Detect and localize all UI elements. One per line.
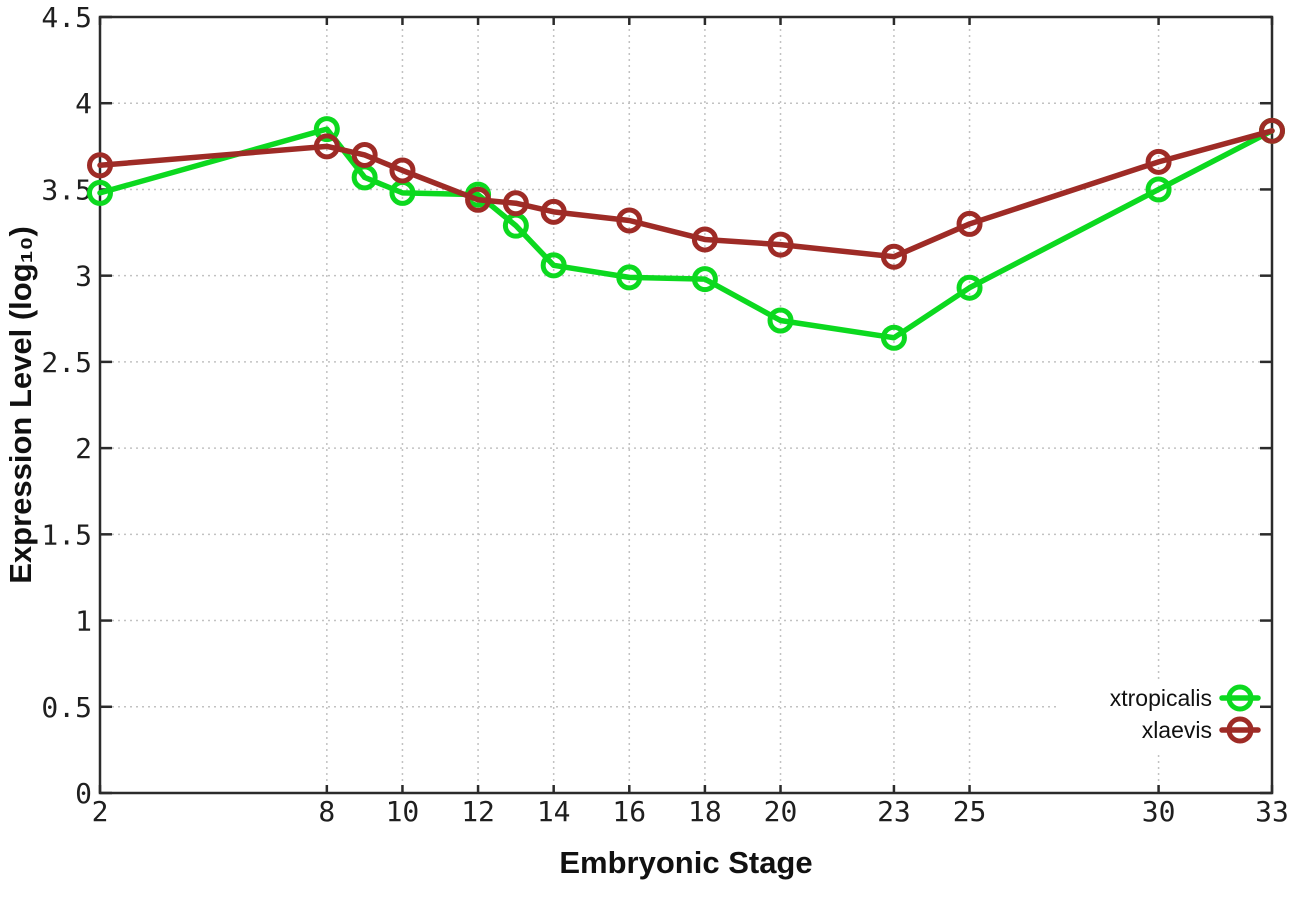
legend-marker-circle	[1226, 716, 1254, 744]
series-layer	[87, 116, 1285, 351]
series-line-xlaevis	[97, 128, 1275, 260]
y-axis-title: Expression Level (log₁₀)	[3, 226, 38, 584]
data-point-xtropicalis	[691, 266, 718, 293]
data-point-xlaevis	[389, 157, 416, 184]
data-point-xlaevis	[1259, 117, 1285, 144]
data-point-xlaevis	[691, 226, 718, 253]
data-point-xtropicalis	[767, 307, 794, 334]
legend: xtropicalis xlaevis	[1110, 684, 1261, 744]
x-tick-label: 2	[92, 795, 109, 828]
legend-label-xlaevis: xlaevis	[1142, 717, 1212, 743]
data-point-xlaevis	[87, 152, 113, 179]
x-tick-label: 25	[953, 795, 987, 828]
data-point-xtropicalis	[87, 179, 113, 206]
y-tick-label: 2	[75, 432, 92, 465]
data-point-xtropicalis	[616, 264, 643, 291]
data-point-xlaevis	[502, 190, 529, 217]
data-point-xlaevis	[313, 133, 340, 160]
legend-label-xtropicalis: xtropicalis	[1110, 685, 1212, 711]
y-tick-label: 4.5	[41, 1, 92, 34]
data-point-xlaevis	[616, 207, 643, 234]
legend-item-xlaevis: xlaevis	[1142, 716, 1261, 744]
data-point-xtropicalis	[1145, 176, 1172, 203]
x-tick-label: 30	[1142, 795, 1176, 828]
plot-border	[98, 15, 1274, 795]
series-line-xtropicalis	[97, 126, 1275, 341]
series-xlaevis	[87, 117, 1285, 270]
x-tick-label: 20	[764, 795, 798, 828]
y-tick-label: 4	[75, 87, 92, 120]
grid-layer	[99, 16, 1273, 794]
y-tick-label: 2.5	[41, 346, 92, 379]
data-point-xlaevis	[767, 231, 794, 258]
x-tick-label: 14	[537, 795, 571, 828]
data-point-xtropicalis	[880, 324, 907, 351]
data-point-xtropicalis	[313, 116, 340, 143]
y-tick-label: 0	[75, 777, 92, 810]
data-point-xlaevis	[956, 210, 983, 237]
x-tick-label: 12	[461, 795, 495, 828]
x-tick-label: 8	[318, 795, 335, 828]
legend-marker-circle	[1226, 684, 1254, 712]
data-point-xlaevis	[351, 141, 378, 168]
y-tick-label: 0.5	[41, 691, 92, 724]
data-point-xtropicalis	[540, 252, 567, 279]
x-tick-label: 33	[1255, 795, 1289, 828]
x-tick-label: 16	[612, 795, 646, 828]
data-point-xlaevis	[465, 186, 492, 213]
x-axis-title: Embryonic Stage	[559, 845, 812, 880]
x-tick-label: 23	[877, 795, 911, 828]
x-tick-label: 10	[386, 795, 420, 828]
data-point-xlaevis	[880, 243, 907, 270]
y-tick-label: 3.5	[41, 173, 92, 206]
legend-item-xtropicalis: xtropicalis	[1110, 684, 1261, 712]
x-tick-label: 18	[688, 795, 722, 828]
data-point-xlaevis	[1145, 148, 1172, 175]
data-point-xlaevis	[540, 198, 567, 225]
y-tick-label: 1.5	[41, 518, 92, 551]
y-tick-label: 1	[75, 605, 92, 638]
y-tick-label: 3	[75, 260, 92, 293]
data-point-xtropicalis	[956, 274, 983, 301]
axis-layer: 2 8 10 12 14 16 18 20 23 25 30 33 0 0.5 1 1.5 2 2.5 3 3.5 4 4…	[41, 1, 1288, 828]
